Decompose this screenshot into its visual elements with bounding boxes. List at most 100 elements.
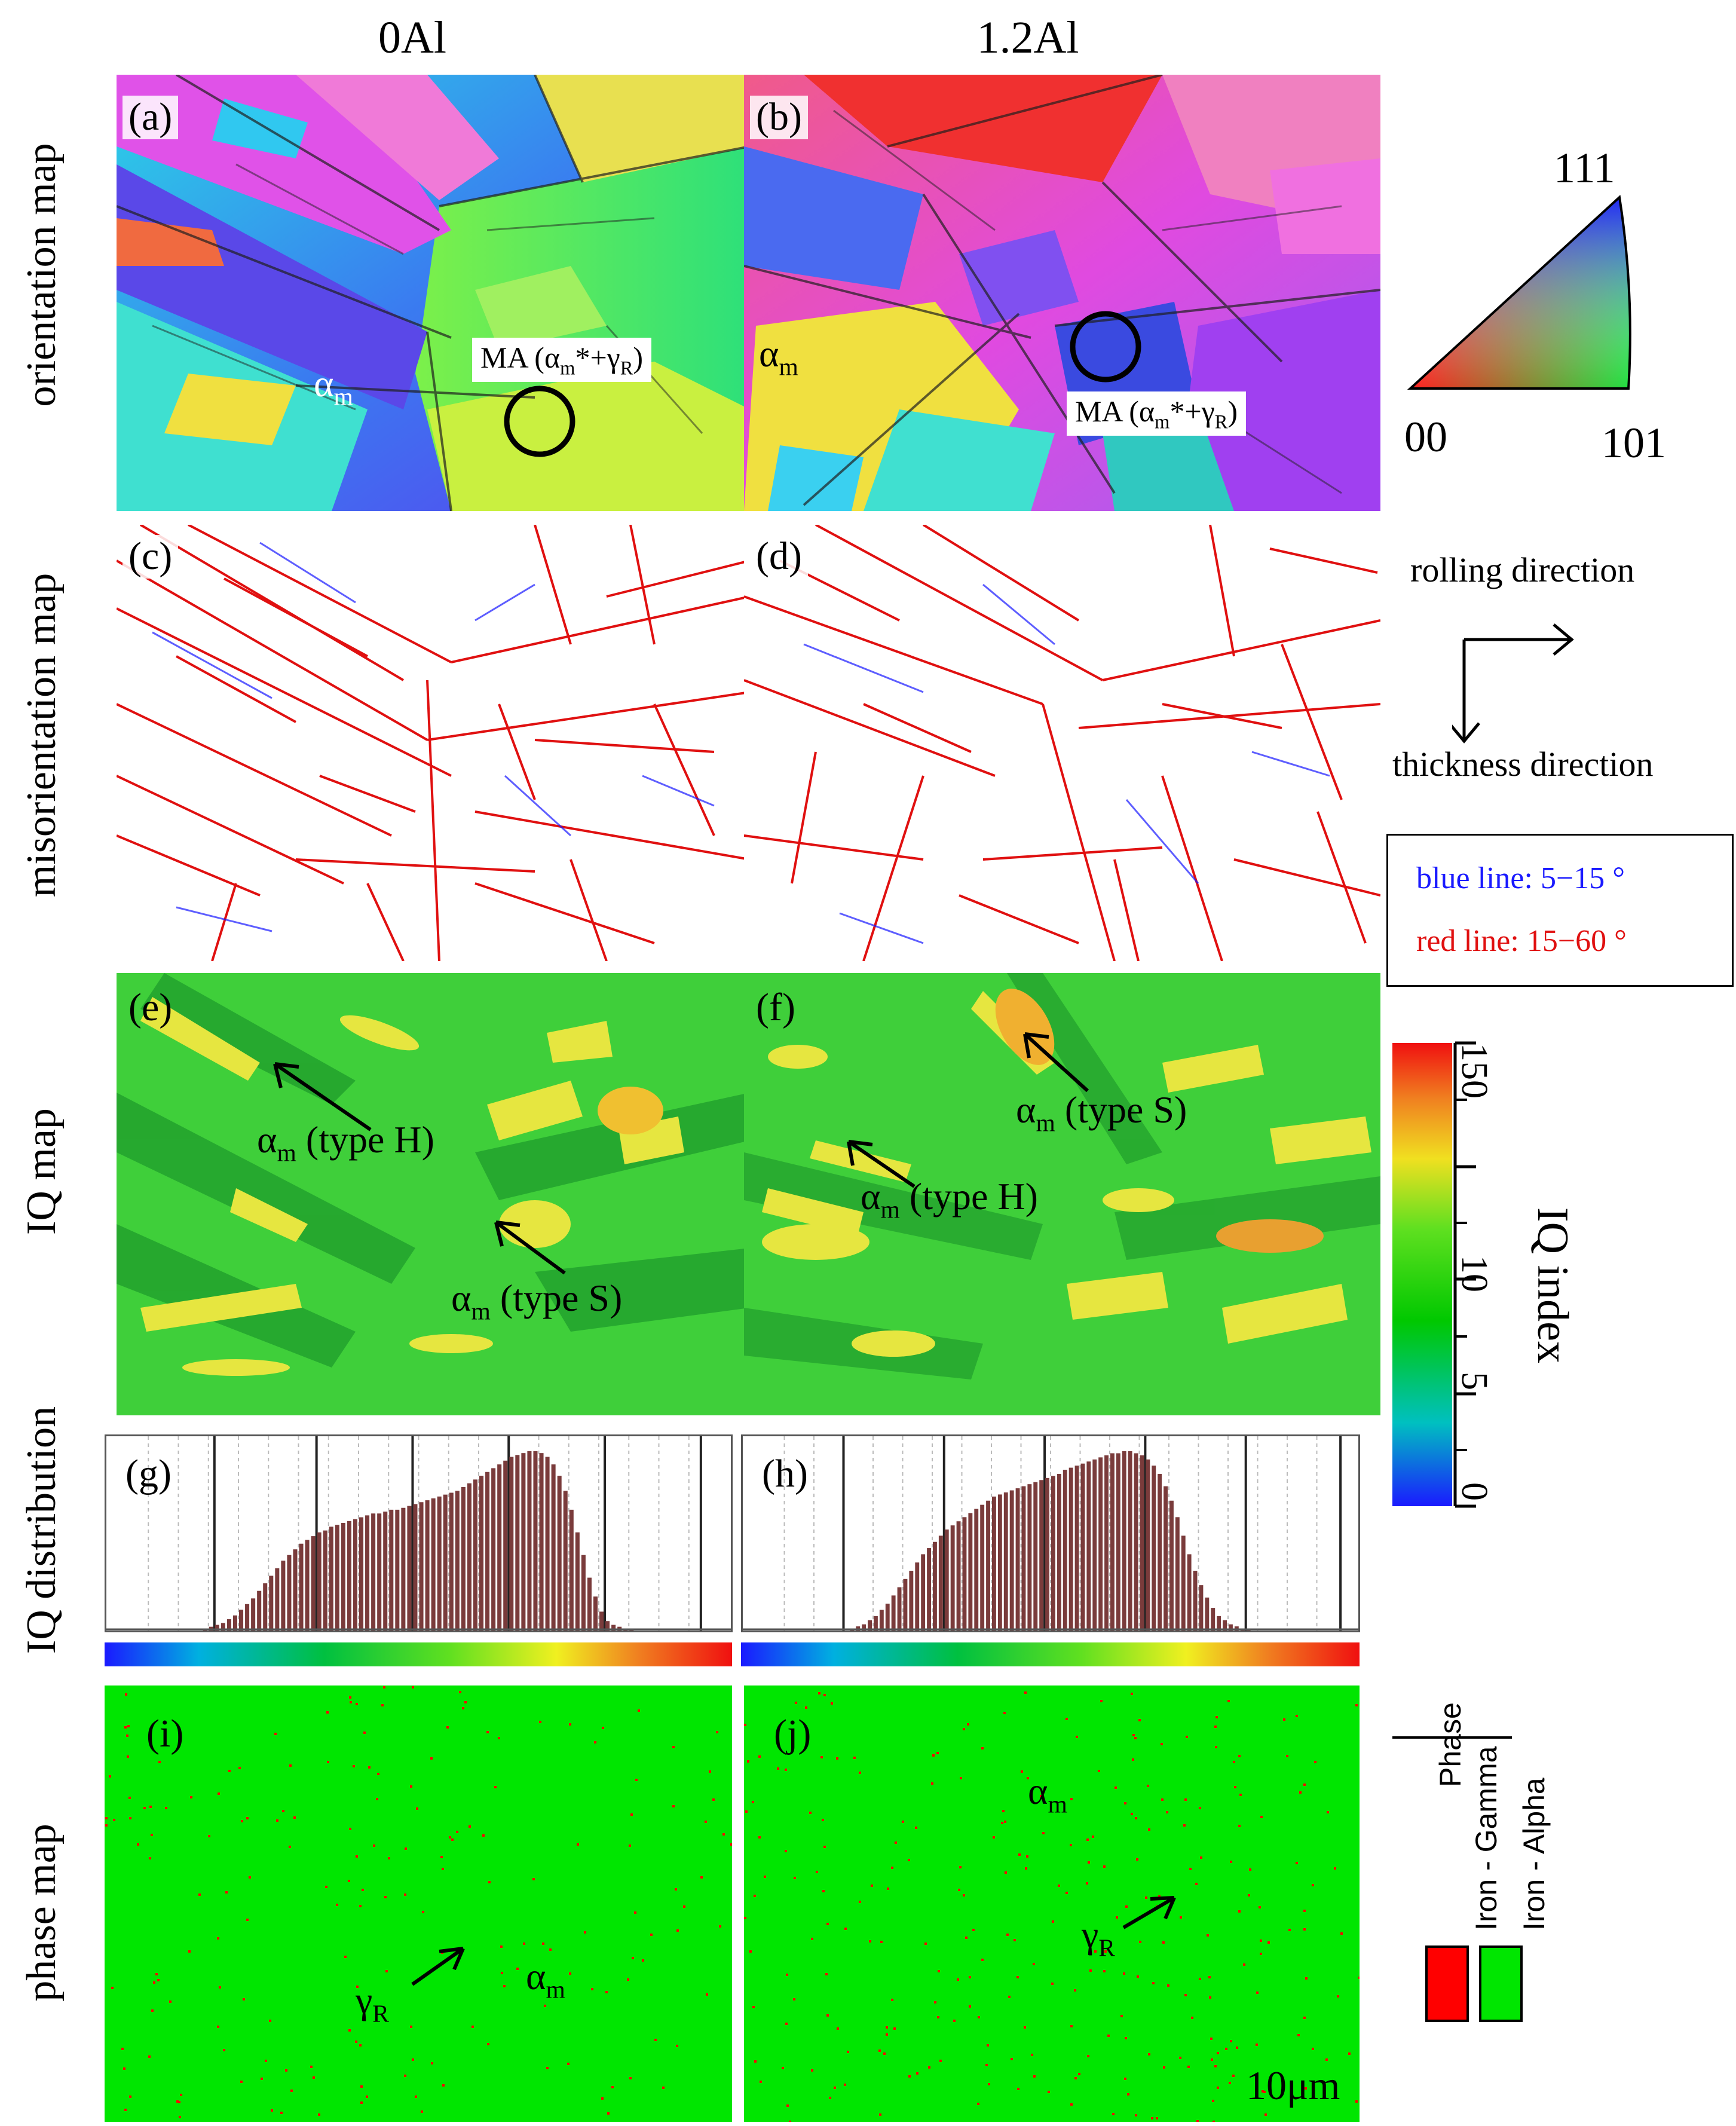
gamma-phase-dot [1070, 2025, 1073, 2027]
gamma-phase-dot [1358, 1977, 1360, 1979]
gamma-phase-dot [1314, 1761, 1316, 1763]
gamma-phase-dot [880, 1941, 883, 1943]
gamma-phase-dot [1156, 2117, 1158, 2119]
gamma-phase-dot [777, 1767, 779, 1770]
gamma-phase-dot [442, 2084, 445, 2087]
gamma-phase-dot [1132, 1758, 1134, 1761]
gamma-phase-dot [348, 1880, 350, 1882]
gamma-phase-dot [124, 2109, 127, 2111]
ipf-corner-101: 101 [1602, 419, 1666, 467]
gamma-phase-dot [642, 1959, 644, 1962]
label-alpha-m-i: αm [526, 1955, 565, 2003]
histogram-bar [1193, 1571, 1198, 1631]
gamma-phase-dot [1340, 1932, 1343, 1935]
gamma-phase-dot [282, 1810, 284, 1812]
gamma-phase-dot [1094, 1950, 1097, 1953]
panel-label-g: (g) [125, 1452, 172, 1495]
panel-label-c: (c) [123, 534, 179, 579]
histogram-bar [515, 1455, 520, 1631]
gamma-phase-dot [1004, 1821, 1006, 1823]
histogram-bar [944, 1530, 949, 1631]
gamma-phase-dot [1303, 1910, 1306, 1912]
gamma-phase-dot [811, 2069, 813, 2072]
gamma-phase-dot [1249, 1868, 1251, 1871]
histogram-bar [915, 1562, 920, 1631]
histogram-bar [950, 1525, 955, 1631]
histogram-bar [1211, 1608, 1215, 1631]
gamma-phase-dot [265, 2060, 267, 2062]
histogram-bar [527, 1451, 532, 1631]
gamma-phase-dot [844, 2084, 846, 2086]
histogram-bar [1175, 1517, 1180, 1631]
gamma-phase-dot [1217, 2087, 1219, 2089]
gamma-phase-dot [532, 1878, 535, 1880]
gamma-phase-dot [959, 1866, 962, 1868]
histogram-bar [329, 1527, 333, 1631]
gamma-phase-dot [1229, 2082, 1231, 2084]
gamma-phase-dot [1104, 1950, 1107, 1953]
gamma-phase-dot [271, 2109, 273, 2112]
gamma-phase-dot [993, 1836, 995, 1839]
histogram-bar [1045, 1478, 1049, 1631]
gamma-phase-dot [326, 1711, 329, 1714]
gamma-phase-dot [1070, 2103, 1073, 2106]
gamma-phase-dot [1207, 1934, 1209, 1937]
gamma-phase-dot [1076, 1736, 1078, 1738]
gamma-phase-dot [208, 1835, 210, 1837]
gamma-phase-dot [785, 1769, 787, 1771]
histogram-bar [891, 1595, 896, 1631]
histogram-bar [1140, 1455, 1144, 1631]
gamma-phase-dot [344, 1956, 347, 1958]
histogram-bar [521, 1453, 526, 1631]
gamma-phase-dot [1303, 2017, 1306, 2019]
gamma-phase-dot [675, 1888, 677, 1891]
column-title-1-2al: 1.2Al [976, 13, 1079, 63]
gamma-phase-dot [1199, 1978, 1201, 1980]
gamma-phase-dot [1325, 2058, 1328, 2061]
histogram-bar [232, 1615, 237, 1631]
arrow-type-h-f [847, 1140, 916, 1188]
gamma-phase-dot [811, 1938, 813, 1940]
histogram-bar [593, 1596, 598, 1631]
gamma-phase-dot [293, 1816, 296, 1819]
gamma-phase-dot [871, 1885, 873, 1887]
label-alpha-m-a: αm [314, 362, 353, 411]
gamma-phase-dot [786, 1974, 788, 1976]
gamma-phase-dot [1260, 1953, 1262, 1955]
gamma-phase-dot [1334, 1867, 1336, 1870]
gamma-phase-dot [546, 2067, 549, 2069]
label-type-s-f: αm (type S) [1016, 1088, 1187, 1137]
gamma-phase-dot [629, 2077, 632, 2079]
gamma-phase-dot [785, 2023, 788, 2025]
gamma-phase-dot [1014, 1939, 1016, 1941]
gamma-phase-dot [878, 2049, 881, 2052]
gamma-phase-dot [1303, 1928, 1306, 1931]
gamma-phase-dot [113, 1819, 115, 1821]
gamma-phase-dot [218, 1792, 220, 1795]
histogram-bar [431, 1498, 436, 1631]
gamma-phase-dot [1305, 2087, 1307, 2090]
gamma-phase-dot [127, 1755, 129, 1758]
phase-map-0al [105, 1685, 732, 2122]
gamma-phase-dot [412, 2058, 414, 2061]
gamma-phase-dot [1006, 1934, 1009, 1936]
gamma-phase-dot [1248, 1894, 1250, 1896]
gamma-phase-dot [336, 1904, 338, 1906]
gamma-phase-dot [1001, 1822, 1003, 1824]
gamma-phase-dot [836, 1757, 838, 1760]
iq-gradient-bar-1-2al [741, 1642, 1360, 1666]
histogram-bar [395, 1509, 400, 1631]
histogram-bar [353, 1519, 357, 1631]
histogram-bar [1027, 1484, 1032, 1631]
gamma-phase-dot [1017, 2088, 1019, 2090]
orientation-map-0al [117, 75, 750, 511]
gamma-phase-dot [1161, 1798, 1164, 1801]
gamma-phase-dot [932, 1754, 935, 1757]
gamma-phase-dot [957, 1978, 959, 1981]
gamma-phase-dot [1296, 1715, 1298, 1717]
gamma-phase-dot [1214, 2065, 1217, 2067]
histogram-bar [1205, 1597, 1210, 1631]
gamma-phase-dot [188, 1950, 191, 1953]
gamma-phase-dot [523, 1943, 525, 1945]
histogram-bar [909, 1571, 914, 1631]
